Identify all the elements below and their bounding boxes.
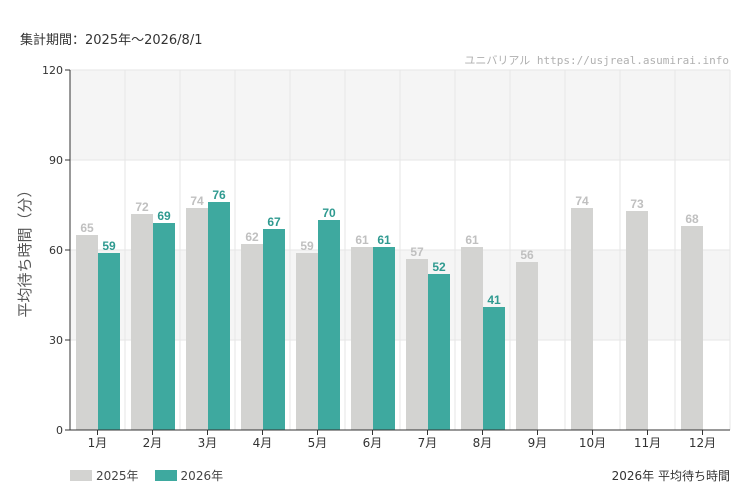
bar-2025 [131,214,153,430]
legend-item-2025[interactable]: 2025年 [70,467,139,484]
bar-2025 [186,208,208,430]
data-label: 67 [267,215,281,229]
bar-2025 [571,208,593,430]
bar-2026 [483,307,505,430]
data-label: 61 [465,233,479,247]
bar-2025 [241,244,263,430]
bar-2025 [296,253,318,430]
x-tick-label: 3月 [198,436,218,450]
x-tick-label: 7月 [418,436,438,450]
bar-2026 [263,229,285,430]
period-label: 集計期間：2025年～2026/8/1 [20,33,203,48]
gridlines [70,69,731,430]
bar-2026 [153,223,175,430]
bar-2025 [406,259,428,430]
source-credit: ユニバリアル https://usjreal.asumirai.info [464,54,729,67]
y-axis-label: 平均待ち時間（分） [16,182,34,317]
data-label: 59 [102,239,116,253]
data-label: 41 [487,293,501,307]
y-tick-label: 120 [42,64,63,77]
data-label: 62 [245,230,259,244]
y-tick-label: 90 [49,154,63,167]
data-label: 52 [432,260,446,274]
data-label: 57 [410,245,424,259]
bar-2025 [351,247,373,430]
x-tick-label: 10月 [579,436,606,450]
bar-chart: 65 72 74 62 59 61 57 61 56 74 73 68 59 69 76 67 70 61 52 41… [16,64,731,450]
y-tick-label: 0 [56,424,63,437]
data-label: 76 [212,188,226,202]
bar-2025 [76,235,98,430]
x-tick-label: 11月 [634,436,661,450]
data-label: 70 [322,206,336,220]
data-label: 72 [135,200,149,214]
bar-2026 [318,220,340,430]
data-label: 65 [80,221,94,235]
x-tick-label: 4月 [253,436,273,450]
bar-2025 [461,247,483,430]
axes: 0 30 60 90 120 1月 2月 3月 4月 5月 6月 7月 8月 9月 10月 11月 12月 [42,64,730,450]
data-label: 74 [575,194,589,208]
data-label: 56 [520,248,534,262]
x-tick-label: 9月 [528,436,548,450]
bar-2026 [98,253,120,430]
x-tick-label: 8月 [473,436,493,450]
x-tick-label: 2月 [143,436,163,450]
legend-label-2026: 2026年 [180,469,224,483]
data-label: 68 [685,212,699,226]
bar-2026 [428,274,450,430]
bar-2025 [626,211,648,430]
bar-2025 [516,262,538,430]
bar-2025 [681,226,703,430]
bar-2026 [373,247,395,430]
legend-swatch-2025 [70,470,92,481]
data-label: 61 [355,233,369,247]
legend-item-2026[interactable]: 2026年 [154,467,224,484]
x-tick-label: 12月 [689,436,716,450]
y-tick-label: 30 [49,334,63,347]
bar-2026 [208,202,230,430]
x-tick-label: 1月 [88,436,108,450]
legend-swatch-2026 [154,470,177,481]
bars [76,202,703,430]
data-label: 69 [157,209,171,223]
chart-caption: 2026年 平均待ち時間 [611,469,730,483]
x-tick-label: 6月 [363,436,383,450]
data-labels: 65 72 74 62 59 61 57 61 56 74 73 68 59 69 76 67 70 61 52 41 [80,188,699,307]
data-label: 61 [377,233,391,247]
data-label: 74 [190,194,204,208]
legend: 2025年 2026年 [70,467,239,484]
y-tick-label: 60 [49,244,63,257]
legend-label-2025: 2025年 [96,469,139,483]
x-tick-label: 5月 [308,436,328,450]
data-label: 73 [630,197,644,211]
data-label: 59 [300,239,314,253]
